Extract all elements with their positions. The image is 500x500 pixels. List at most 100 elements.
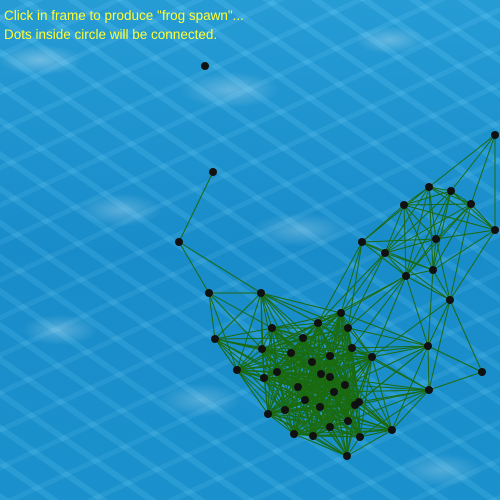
spawn-link xyxy=(260,292,278,373)
spawn-dot xyxy=(326,352,334,360)
spawn-dot xyxy=(356,433,364,441)
spawn-link xyxy=(449,299,483,373)
spawn-link xyxy=(263,377,286,411)
spawn-link xyxy=(371,345,429,358)
spawn-link xyxy=(311,327,349,363)
spawn-link xyxy=(312,429,393,437)
dot-group xyxy=(175,62,499,460)
spawn-link xyxy=(359,429,393,438)
spawn-dot xyxy=(233,366,241,374)
spawn-link xyxy=(236,348,263,371)
spawn-link xyxy=(427,345,430,391)
spawn-link xyxy=(178,171,214,243)
spawn-link xyxy=(384,238,437,254)
spawn-dot xyxy=(299,334,307,342)
spawn-link xyxy=(432,229,496,271)
spawn-link xyxy=(384,252,434,271)
spawn-dot xyxy=(368,353,376,361)
spawn-link xyxy=(371,299,451,358)
spawn-link xyxy=(319,406,393,431)
spawn-dot xyxy=(467,200,475,208)
spawn-link xyxy=(344,347,353,386)
spawn-link xyxy=(260,292,292,354)
spawn-link xyxy=(340,312,373,358)
spawn-link xyxy=(236,322,319,371)
spawn-link xyxy=(351,345,429,349)
spawn-link xyxy=(403,204,496,231)
spawn-dot xyxy=(402,272,410,280)
spawn-link xyxy=(432,190,452,271)
spawn-link xyxy=(267,371,278,415)
spawn-link xyxy=(403,190,452,206)
spawn-link xyxy=(347,327,429,347)
spawn-link xyxy=(320,356,373,375)
spawn-dot xyxy=(425,386,433,394)
spawn-link xyxy=(260,292,349,329)
spawn-dot xyxy=(388,426,396,434)
spawn-dot xyxy=(294,383,302,391)
spawn-link xyxy=(405,275,429,347)
spawn-link xyxy=(428,186,437,240)
spawn-dot xyxy=(308,358,316,366)
spawn-link xyxy=(427,269,434,347)
spawn-dot xyxy=(424,342,432,350)
spawn-link xyxy=(214,337,304,340)
spawn-link xyxy=(329,347,353,378)
spawn-link xyxy=(435,238,451,301)
spawn-link xyxy=(346,420,349,457)
spawn-link xyxy=(267,361,313,415)
spawn-link xyxy=(354,404,393,431)
spawn-dot xyxy=(211,335,219,343)
spawn-link xyxy=(344,384,349,422)
spawn-link xyxy=(340,241,363,314)
spawn-link xyxy=(432,238,437,271)
spawn-link xyxy=(361,241,407,277)
spawn-link xyxy=(391,345,429,431)
spawn-dot xyxy=(201,62,209,70)
spawn-link xyxy=(450,190,496,231)
spawn-link xyxy=(236,292,262,371)
spawn-link xyxy=(271,312,342,329)
spawn-link xyxy=(208,292,216,340)
spawn-link xyxy=(403,203,472,206)
spawn-link xyxy=(405,269,434,277)
spawn-link xyxy=(276,322,319,373)
spawn-dot xyxy=(287,349,295,357)
spawn-link xyxy=(384,204,405,254)
spawn-link xyxy=(267,413,295,435)
spawn-link xyxy=(358,356,373,403)
spawn-dot xyxy=(301,396,309,404)
spawn-link xyxy=(346,429,393,457)
spawn-link xyxy=(361,186,430,243)
spawn-link xyxy=(263,377,269,415)
spawn-link xyxy=(297,356,373,388)
spawn-dot xyxy=(175,238,183,246)
spawn-link xyxy=(214,327,273,340)
spawn-dot xyxy=(314,319,322,327)
spawn-link xyxy=(340,252,386,314)
spawn-link xyxy=(428,371,483,391)
spawn-link xyxy=(435,190,452,240)
spawn-link xyxy=(329,391,335,428)
spawn-link xyxy=(329,355,373,358)
spawn-link xyxy=(470,203,496,231)
spawn-dot xyxy=(344,324,352,332)
spawn-link xyxy=(435,229,496,240)
spawn-link xyxy=(293,420,349,435)
spawn-link xyxy=(214,292,262,340)
spawn-link xyxy=(470,134,496,205)
spawn-link xyxy=(384,252,407,277)
spawn-link xyxy=(297,347,353,388)
spawn-dot xyxy=(205,289,213,297)
spawn-dot xyxy=(281,406,289,414)
spawn-link xyxy=(329,426,348,457)
spawn-dot xyxy=(258,345,266,353)
spawn-link xyxy=(260,292,304,339)
spawn-link xyxy=(435,203,472,240)
spawn-link xyxy=(312,435,361,438)
spawn-link xyxy=(284,409,295,435)
spawn-link xyxy=(236,327,273,371)
spawn-dot xyxy=(355,398,363,406)
